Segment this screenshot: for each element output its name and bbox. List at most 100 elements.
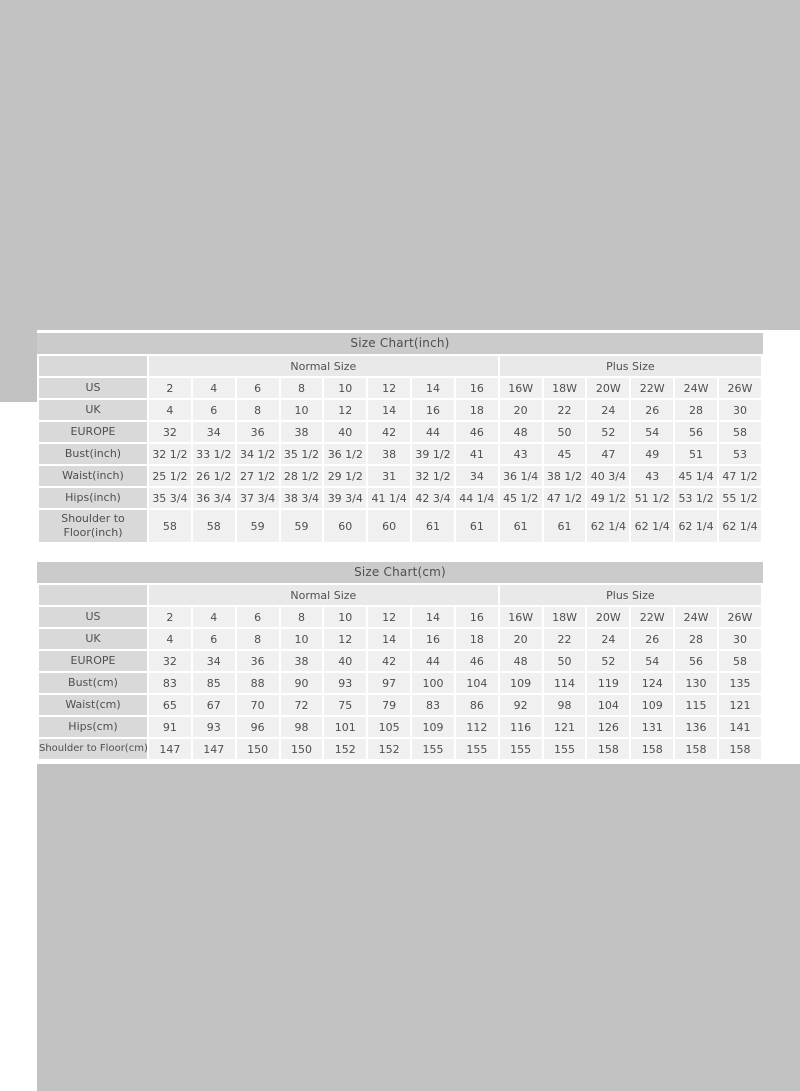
- size-cell: 147: [149, 739, 191, 759]
- size-cell: 14: [412, 607, 454, 627]
- size-cell: 130: [675, 673, 717, 693]
- size-cell: 34: [192, 422, 235, 442]
- size-cell: 58: [718, 651, 761, 671]
- row-label: UK: [39, 400, 147, 420]
- size-cell: 44: [412, 422, 454, 442]
- size-cell: 121: [543, 717, 586, 737]
- group-header-row: Normal Size Plus Size: [39, 585, 761, 605]
- row-label: EUROPE: [39, 422, 147, 442]
- size-cell: 52: [587, 651, 630, 671]
- size-cell: 40: [324, 651, 367, 671]
- size-cell: 60: [324, 510, 367, 542]
- size-cell: 53 1/2: [675, 488, 717, 508]
- size-cell: 155: [455, 739, 498, 759]
- size-cell: 43: [631, 466, 674, 486]
- size-cell: 147: [192, 739, 235, 759]
- size-cell: 61: [499, 510, 542, 542]
- size-cell: 93: [192, 717, 235, 737]
- row-label: Waist(cm): [39, 695, 147, 715]
- size-cell: 41 1/4: [368, 488, 411, 508]
- size-cell: 30: [718, 400, 761, 420]
- table-row: Bust(inch) 32 1/2 33 1/2 34 1/2 35 1/2 36 1/2…: [39, 444, 761, 464]
- size-cell: 35 1/2: [280, 444, 323, 464]
- size-cell: 44: [412, 651, 454, 671]
- size-cell: 10: [280, 400, 323, 420]
- size-cell: 96: [236, 717, 279, 737]
- row-label: Bust(cm): [39, 673, 147, 693]
- size-chart-cm-grid: Normal Size Plus Size US 2 4 6 8 10 12 14 16 16W 18W…: [37, 583, 763, 761]
- size-cell: 158: [718, 739, 761, 759]
- size-cell: 61: [412, 510, 454, 542]
- size-cell: 88: [236, 673, 279, 693]
- background-bottom: [37, 764, 800, 1091]
- size-cell: 4: [192, 607, 235, 627]
- size-cell: 67: [192, 695, 235, 715]
- size-cell: 24: [587, 629, 630, 649]
- size-cell: 51: [675, 444, 717, 464]
- table-row: Shoulder to Floor(inch) 58 58 59 59 60 60 61 61 6…: [39, 510, 761, 542]
- size-cell: 18W: [543, 378, 586, 398]
- size-cell: 97: [368, 673, 411, 693]
- size-cell: 29 1/2: [324, 466, 367, 486]
- size-cell: 158: [675, 739, 717, 759]
- size-cell: 36 1/2: [324, 444, 367, 464]
- table-row: UK 4 6 8 10 12 14 16 18 20 22 24 26 28 30: [39, 400, 761, 420]
- size-cell: 32 1/2: [412, 466, 454, 486]
- size-cell: 16W: [499, 378, 542, 398]
- size-cell: 75: [324, 695, 367, 715]
- size-cell: 50: [543, 651, 586, 671]
- size-cell: 8: [280, 378, 323, 398]
- size-cell: 14: [368, 400, 411, 420]
- size-cell: 141: [718, 717, 761, 737]
- table-row: EUROPE 32 34 36 38 40 42 44 46 48 50 52 54 56 58: [39, 422, 761, 442]
- corner-cell: [39, 585, 147, 605]
- size-cell: 18W: [543, 607, 586, 627]
- size-cell: 56: [675, 422, 717, 442]
- size-cell: 50: [543, 422, 586, 442]
- size-cell: 112: [455, 717, 498, 737]
- group-header-normal-size: Normal Size: [149, 585, 498, 605]
- size-cell: 12: [324, 400, 367, 420]
- group-header-plus-size: Plus Size: [499, 356, 761, 376]
- size-cell: 52: [587, 422, 630, 442]
- row-label: Shoulder to Floor(inch): [39, 510, 147, 542]
- size-cell: 152: [324, 739, 367, 759]
- size-cell: 40 3/4: [587, 466, 630, 486]
- size-cell: 26W: [718, 607, 761, 627]
- size-cell: 70: [236, 695, 279, 715]
- size-cell: 46: [455, 651, 498, 671]
- size-cell: 16: [412, 629, 454, 649]
- size-cell: 93: [324, 673, 367, 693]
- size-cell: 32: [149, 422, 191, 442]
- size-cell: 32 1/2: [149, 444, 191, 464]
- size-cell: 20W: [587, 607, 630, 627]
- size-cell: 33 1/2: [192, 444, 235, 464]
- size-cell: 53: [718, 444, 761, 464]
- table-row: Shoulder to Floor(cm) 147 147 150 150 152 152 1…: [39, 739, 761, 759]
- size-cell: 36 3/4: [192, 488, 235, 508]
- size-cell: 16: [412, 400, 454, 420]
- row-label: Hips(inch): [39, 488, 147, 508]
- size-cell: 135: [718, 673, 761, 693]
- group-header-normal-size: Normal Size: [149, 356, 498, 376]
- size-cell: 104: [587, 695, 630, 715]
- size-cell: 136: [675, 717, 717, 737]
- size-cell: 35 3/4: [149, 488, 191, 508]
- size-cell: 24W: [675, 378, 717, 398]
- size-cell: 85: [192, 673, 235, 693]
- size-cell: 62 1/4: [631, 510, 674, 542]
- row-label: EUROPE: [39, 651, 147, 671]
- size-cell: 47: [587, 444, 630, 464]
- table-row: Waist(cm) 65 67 70 72 75 79 83 86 92 98 104 109 115 12…: [39, 695, 761, 715]
- size-cell: 48: [499, 422, 542, 442]
- size-cell: 119: [587, 673, 630, 693]
- size-cell: 83: [412, 695, 454, 715]
- size-cell: 34 1/2: [236, 444, 279, 464]
- size-cell: 124: [631, 673, 674, 693]
- row-label: UK: [39, 629, 147, 649]
- size-cell: 62 1/4: [718, 510, 761, 542]
- size-cell: 101: [324, 717, 367, 737]
- size-cell: 20W: [587, 378, 630, 398]
- size-cell: 28: [675, 629, 717, 649]
- size-chart-cm-title: Size Chart(cm): [37, 562, 763, 583]
